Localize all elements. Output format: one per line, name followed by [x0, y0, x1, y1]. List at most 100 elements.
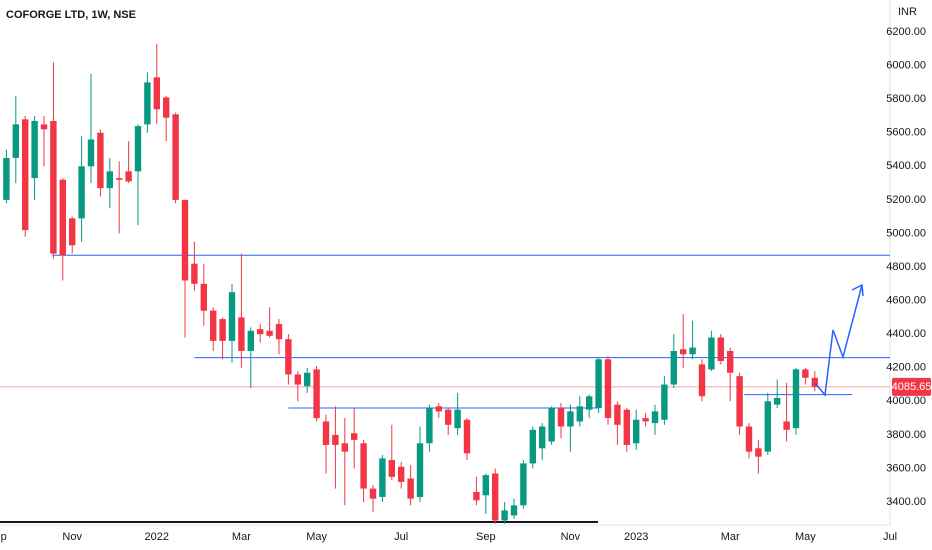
candle-body — [454, 409, 461, 429]
candle-body — [755, 448, 762, 457]
candle-body — [407, 478, 414, 499]
candle-body — [228, 292, 236, 341]
x-tick-label: Nov — [561, 531, 581, 543]
x-tick-label: Jul — [394, 531, 408, 543]
candle-body — [633, 419, 640, 444]
y-tick-label: 4200.00 — [886, 362, 926, 374]
candle-body — [510, 505, 518, 516]
candle-body — [163, 97, 170, 118]
candle-body — [604, 359, 612, 419]
candle-body — [50, 121, 57, 254]
candle-body — [369, 488, 377, 499]
candle-body — [22, 119, 29, 231]
x-tick-label: 2022 — [145, 531, 169, 543]
chart-title: COFORGE LTD, 1W, NSE — [6, 9, 136, 21]
candle-body — [529, 429, 536, 464]
y-tick-label: 5600.00 — [886, 127, 926, 139]
candle-body — [191, 263, 198, 284]
y-tick-label: 5400.00 — [886, 160, 926, 172]
y-tick-label: 5200.00 — [886, 194, 926, 206]
candle-body — [708, 337, 715, 370]
candle-body — [567, 411, 574, 427]
last-price-label: 4085.65 — [892, 381, 932, 393]
candle-body — [492, 473, 499, 521]
candle-body — [238, 317, 245, 351]
candle-body — [792, 369, 800, 429]
y-tick-label: 5800.00 — [886, 93, 926, 105]
x-tick-label: Mar — [721, 531, 740, 543]
candle-body — [435, 406, 442, 412]
candle-body — [717, 337, 724, 362]
candle-body — [134, 126, 142, 172]
candle-body — [651, 411, 659, 424]
y-tick-label: 3800.00 — [886, 429, 926, 441]
candle-body — [219, 319, 226, 341]
candle-body — [313, 369, 320, 419]
candle-body — [680, 349, 687, 355]
y-tick-label: 6000.00 — [886, 60, 926, 72]
candle-body — [698, 364, 706, 397]
candle-body — [116, 178, 123, 180]
candle-body — [463, 419, 471, 454]
candle-body — [257, 329, 264, 335]
y-tick-label: 3600.00 — [886, 462, 926, 474]
x-tick-label: Jul — [883, 531, 897, 543]
candle-body — [745, 426, 753, 452]
currency-label: INR — [898, 6, 917, 18]
candle-body — [774, 397, 781, 405]
candle-body — [360, 443, 367, 489]
candle-body — [59, 179, 66, 256]
x-tick-label: Nov — [62, 531, 82, 543]
candle-body — [398, 466, 405, 482]
candle-body — [153, 77, 160, 110]
candle-body — [501, 510, 508, 521]
candle-body — [811, 377, 818, 387]
candle-body — [557, 408, 565, 427]
candle-body — [304, 372, 311, 387]
candle-body — [275, 324, 283, 340]
candle-body — [689, 347, 696, 355]
x-tick-label: 2023 — [624, 531, 648, 543]
y-tick-label: 4400.00 — [886, 328, 926, 340]
candle-body — [341, 443, 348, 452]
candle-body — [642, 418, 649, 422]
candle-body — [247, 330, 254, 351]
candle-body — [727, 350, 734, 373]
last-price-tag — [892, 377, 931, 396]
candle-body — [106, 171, 113, 189]
projection-arrow — [814, 283, 864, 397]
candle-body — [473, 491, 480, 501]
candle-body — [97, 132, 104, 189]
candle-body — [539, 426, 546, 449]
candle-body — [332, 434, 339, 445]
candle-body — [595, 359, 602, 409]
candle-body — [623, 409, 630, 445]
candle-body — [783, 421, 790, 430]
candle-body — [426, 408, 433, 444]
candle-body — [351, 433, 358, 440]
candle-body — [3, 157, 10, 200]
candle-body — [144, 82, 151, 125]
candle-body — [87, 139, 95, 167]
candle-body — [12, 124, 19, 158]
candle-body — [294, 374, 301, 385]
candle-body — [200, 283, 207, 311]
candle-body — [576, 406, 583, 422]
candle-body — [482, 475, 489, 496]
candle-body — [172, 114, 179, 200]
candle-body — [322, 421, 330, 445]
candle-body — [764, 401, 771, 452]
candle-body — [125, 171, 132, 182]
y-tick-label: 4800.00 — [886, 261, 926, 273]
y-tick-label: 6200.00 — [886, 26, 926, 38]
candle-body — [445, 409, 452, 425]
candle-body — [266, 330, 273, 336]
candle-body — [181, 199, 189, 281]
candle-body — [520, 463, 527, 506]
candle-body — [31, 121, 38, 179]
x-tick-label: May — [306, 531, 327, 543]
candle-body — [40, 124, 48, 130]
y-tick-label: 5000.00 — [886, 227, 926, 239]
